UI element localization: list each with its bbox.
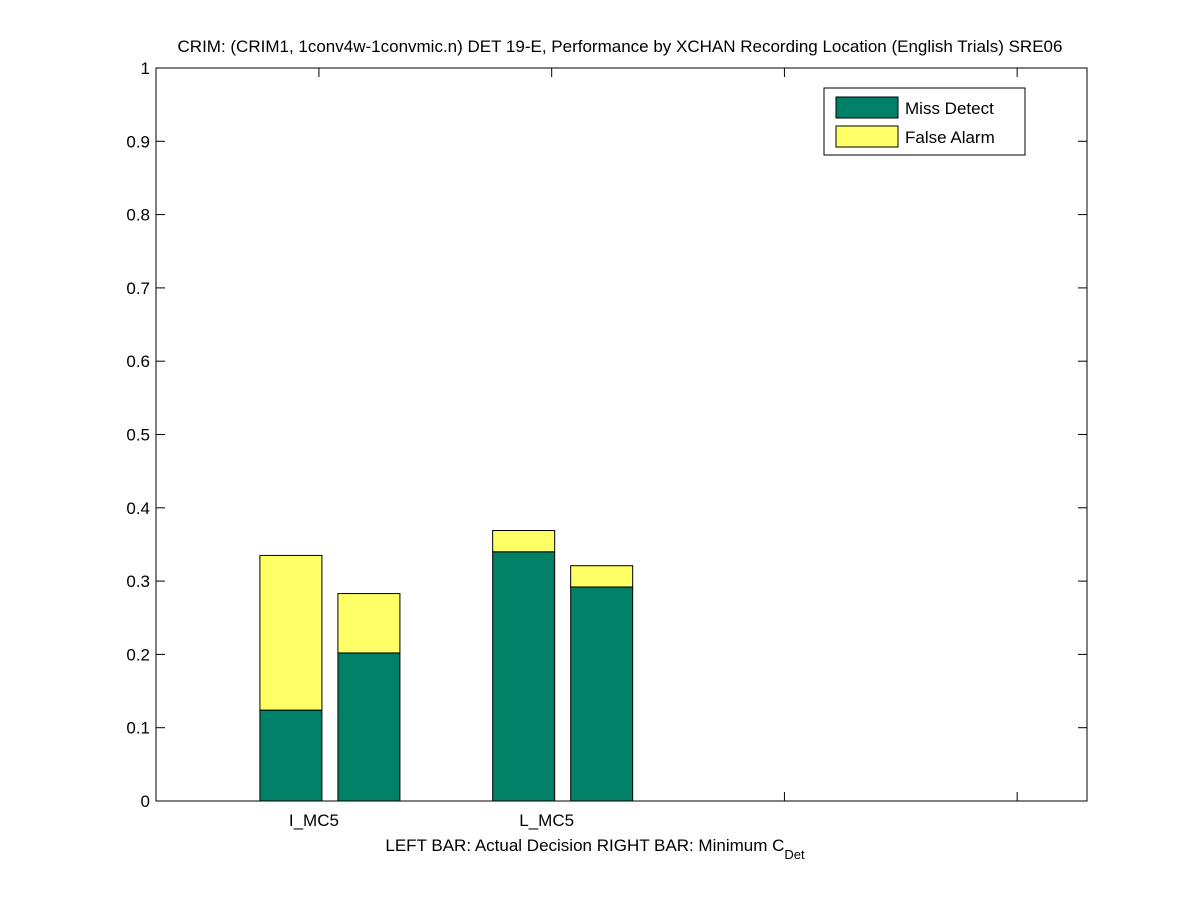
x-axis: I_MC5 L_MC5 [289,68,1018,830]
x-axis-label-subscript: Det [784,847,805,862]
y-tick-label: 0.6 [126,352,150,371]
y-tick-label: 0.9 [126,132,150,151]
legend: Miss Detect False Alarm [823,87,1026,156]
chart-title: CRIM: (CRIM1, 1conv4w-1convmic.n) DET 19… [178,37,1063,56]
x-axis-label: LEFT BAR: Actual Decision RIGHT BAR: Min… [385,836,805,862]
x-tick-label: I_MC5 [289,811,339,830]
y-tick-label: 0.5 [126,426,150,445]
x-axis-label-main: LEFT BAR: Actual Decision RIGHT BAR: Min… [385,836,784,855]
bar-segment-false-alarm [337,593,401,654]
y-tick-label: 0.8 [126,206,150,225]
y-tick-label: 0.3 [126,572,150,591]
y-tick-label: 1 [141,59,150,78]
y-axis: 0 0.1 0.2 0.3 0.4 0.5 0.6 0.7 0.8 0.9 1 [126,59,1087,811]
bar-segment-false-alarm [492,530,556,553]
y-tick-label: 0.7 [126,279,150,298]
y-tick-label: 0 [141,792,150,811]
bar-segment-false-alarm [259,554,323,711]
bar-segment-false-alarm [570,565,634,588]
bar-segment-miss-detect [492,551,556,802]
y-tick-label: 0.4 [126,499,150,518]
bars [259,530,634,802]
legend-label-miss-detect: Miss Detect [905,99,994,118]
y-tick-label: 0.2 [126,645,150,664]
bar-segment-miss-detect [337,652,401,802]
legend-swatch-miss-detect [835,96,899,119]
bar-segment-miss-detect [570,586,634,802]
bar-segment-miss-detect [259,709,323,802]
y-tick-label: 0.1 [126,719,150,738]
legend-swatch-false-alarm [835,125,899,148]
x-tick-label: L_MC5 [519,811,574,830]
legend-label-false-alarm: False Alarm [905,128,995,147]
